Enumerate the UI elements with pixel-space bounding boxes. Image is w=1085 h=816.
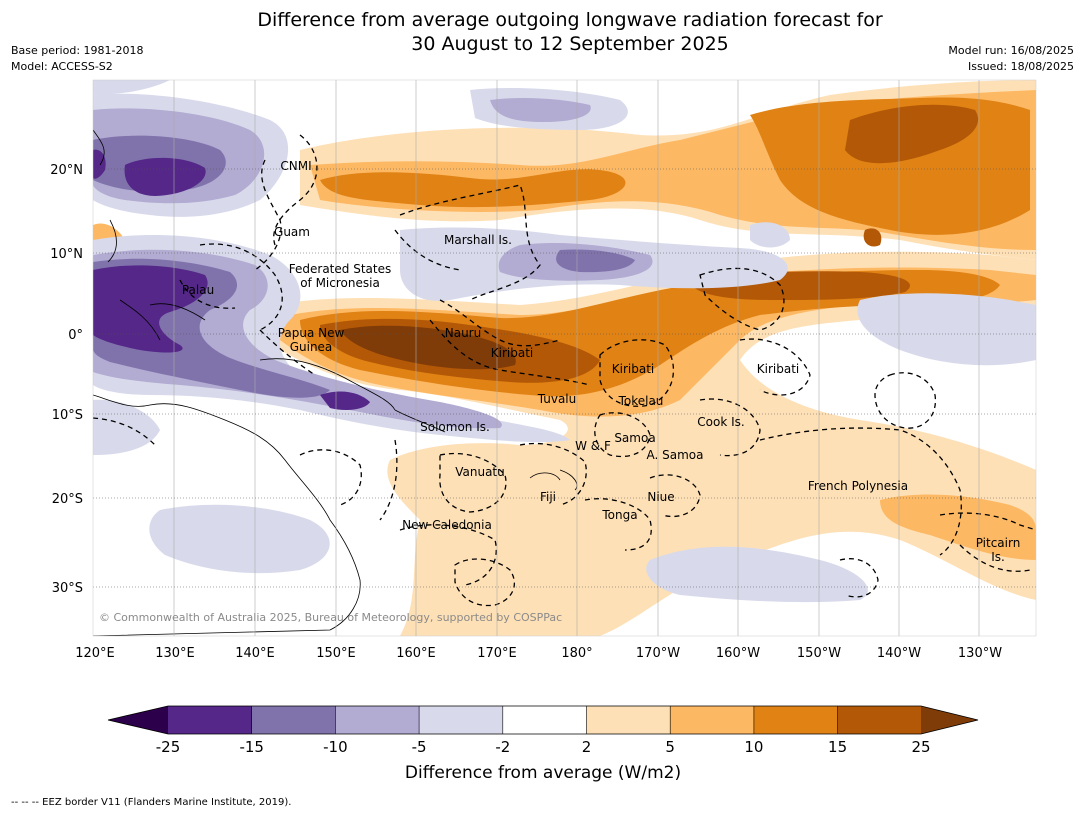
colorbar-tick: -2 [495,738,510,756]
lon-label: 150°E [316,646,356,661]
lat-label: 0° [68,328,83,343]
place-label-pitcairn-2: Is. [991,550,1005,564]
place-label-fsm-2: of Micronesia [300,276,380,290]
colorbar-title: Difference from average (W/m2) [405,763,681,783]
lon-label: 140°E [235,646,275,661]
colorbar-tick: -25 [156,738,181,756]
place-label-wallis-futuna: W & F [575,439,611,453]
place-label-nauru: Nauru [445,326,481,340]
lon-label: 170°E [477,646,517,661]
lat-label: 20°S [52,492,83,507]
colorbar-tick: 5 [665,738,675,756]
place-label-fiji: Fiji [540,490,556,504]
issued-date: Issued: 18/08/2025 [967,60,1074,73]
colorbar-swatch [168,706,252,734]
place-label-tuvalu: Tuvalu [537,392,577,406]
colorbar-swatch [251,706,336,734]
place-label-new-caledonia: New Caledonia [402,518,492,532]
title-line-2: 30 August to 12 September 2025 [411,33,729,55]
place-label-french-polynesia: French Polynesia [808,479,908,493]
lon-label: 120°E [75,646,115,661]
positive-anomaly-field [93,80,1036,636]
eez-borders [93,134,1036,607]
lat-label: 30°S [52,581,83,596]
place-label-niue: Niue [647,490,674,504]
base-period: Base period: 1981-2018 [11,44,144,57]
map-area: CNMI Guam Marshall Is. Federated States … [93,80,1036,636]
colorbar-swatch [419,706,503,734]
colorbar-tick: -15 [239,738,264,756]
colorbar-high-extend [921,706,978,734]
map-frame [92,79,1037,637]
lat-gridlines [93,168,1036,588]
colorbar-tick: 10 [744,738,763,756]
place-label-palau: Palau [182,283,214,297]
place-label-american-samoa: A. Samoa [647,448,704,462]
coastlines [93,129,578,636]
lat-label: 20°N [50,163,83,178]
place-label-fsm-1: Federated States [289,262,391,276]
lon-label: 160°W [716,646,760,661]
colorbar-tick: 25 [911,738,930,756]
model-run: Model run: 16/08/2025 [948,44,1074,57]
chart-title: Difference from average outgoing longwav… [0,8,1085,56]
lon-label: 180° [561,646,592,661]
colorbar-tick: -5 [412,738,427,756]
place-label-samoa: Samoa [614,431,655,445]
lon-label: 150°W [797,646,841,661]
copyright-note: © Commonwealth of Australia 2025, Bureau… [99,611,562,624]
colorbar-tick: 15 [828,738,847,756]
place-label-marshall: Marshall Is. [444,233,512,247]
meta-left: Base period: 1981-2018 Model: ACCESS-S2 [11,43,143,75]
lon-label: 130°W [958,646,1002,661]
colorbar-swatch [753,706,838,734]
place-label-pitcairn-1: Pitcairn [976,536,1021,550]
place-labels: CNMI Guam Marshall Is. Federated States … [182,159,1020,564]
model-name: Model: ACCESS-S2 [11,60,113,73]
place-label-vanuatu: Vanuatu [455,465,505,479]
place-label-guam: Guam [274,225,310,239]
place-label-cnmi: CNMI [280,159,311,173]
meta-right: Model run: 16/08/2025 Issued: 18/08/2025 [948,43,1074,75]
lon-label: 170°W [636,646,680,661]
place-label-kiribati-west: Kiribati [491,346,533,360]
place-label-solomon: Solomon Is. [420,420,490,434]
colorbar: -25 -15 -10 -5 -2 2 5 10 15 25 Differenc… [107,705,979,783]
lon-label: 130°E [155,646,195,661]
place-label-png-2: Guinea [290,340,333,354]
colorbar-tick: -10 [323,738,348,756]
colorbar-swatch [837,706,921,734]
colorbar-swatch [502,706,587,734]
lat-label: 10°N [50,247,83,262]
graticule [173,80,980,636]
lon-label: 140°W [877,646,921,661]
lon-axis-labels: 120°E 130°E 140°E 150°E 160°E 170°E 180°… [75,646,1002,661]
lat-label: 10°S [52,408,83,423]
place-label-tokelau: Tokelau [618,394,664,408]
lon-label: 160°E [396,646,436,661]
place-label-kiribati-central: Kiribati [612,362,654,376]
place-label-png-1: Papua New [278,326,345,340]
colorbar-swatch [670,706,754,734]
footer-note: -- -- -- EEZ border V11 (Flanders Marine… [11,797,292,808]
colorbar-swatch [586,706,671,734]
place-label-cook: Cook Is. [697,415,744,429]
colorbar-swatch [335,706,420,734]
place-label-kiribati-east: Kiribati [757,362,799,376]
title-line-1: Difference from average outgoing longwav… [257,9,883,31]
place-label-tonga: Tonga [601,508,637,522]
colorbar-tick: 2 [582,738,592,756]
colorbar-low-extend [108,706,168,734]
lat-axis-labels: 20°N 10°N 0° 10°S 20°S 30°S [50,163,83,596]
